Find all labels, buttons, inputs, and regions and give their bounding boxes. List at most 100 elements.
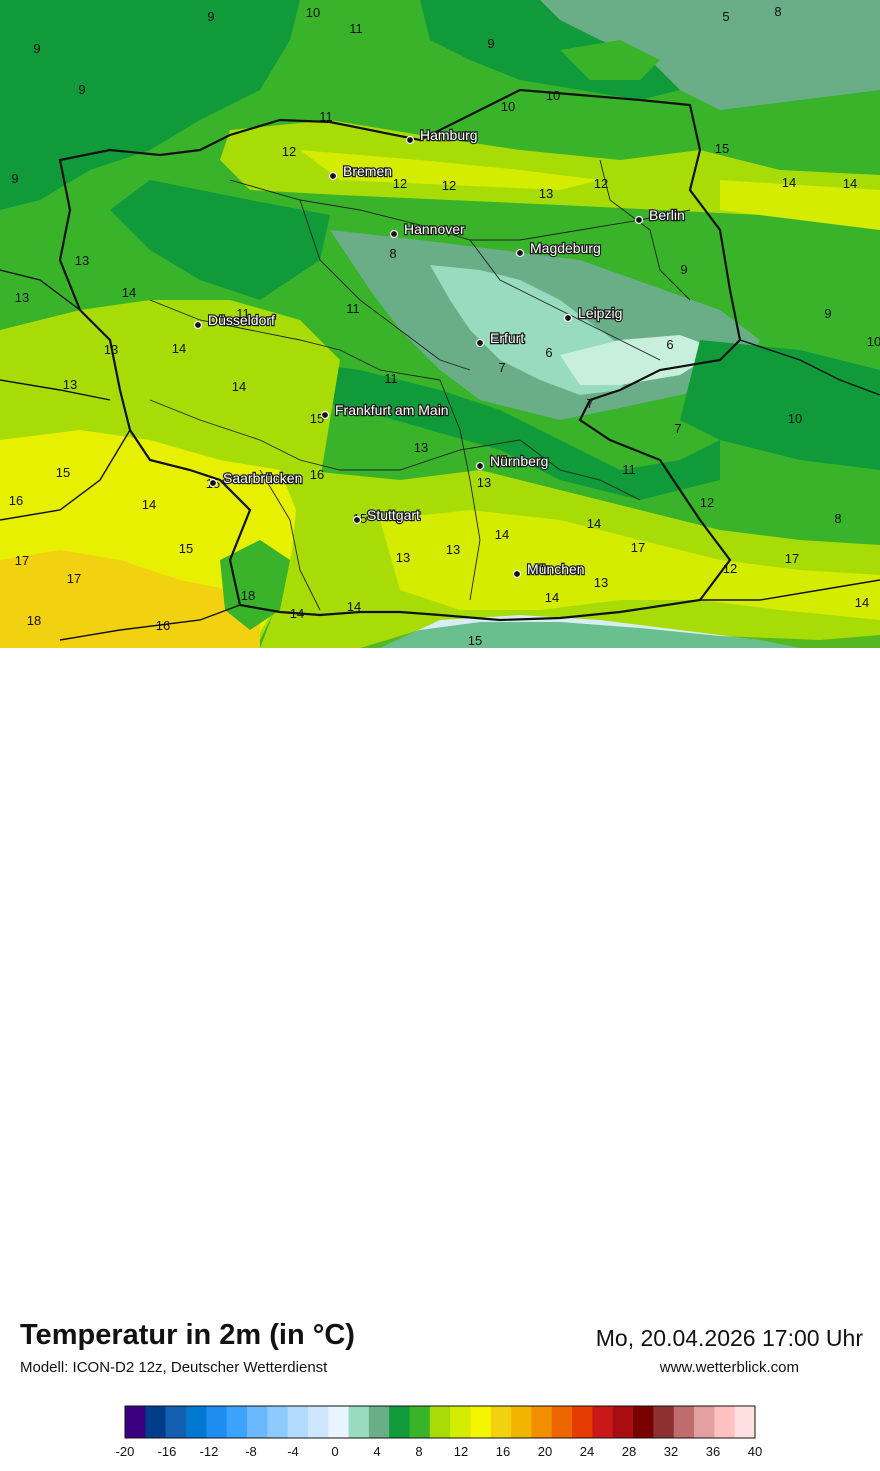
legend-tick-label: 16 — [496, 1444, 510, 1459]
isotherm-label: 13 — [414, 440, 428, 455]
isotherm-label: 11 — [346, 301, 360, 316]
city-label: Leipzig — [578, 305, 622, 321]
isotherm-labels: 9 8 5 11 10 9 10 10 11 12 12 12 13 12 15 14 14 9 9 9 9 13 14 13… — [9, 4, 880, 648]
legend-swatch — [694, 1406, 715, 1438]
isotherm-label: 9 — [487, 36, 494, 51]
legend-swatch — [450, 1406, 471, 1438]
isotherm-label: 14 — [290, 606, 304, 621]
isotherm-label: 10 — [546, 88, 560, 103]
legend-tick-label: 8 — [415, 1444, 422, 1459]
isotherm-label: 15 — [310, 411, 324, 426]
isotherm-label: 12 — [442, 178, 456, 193]
isotherm-label: 14 — [545, 590, 559, 605]
model-info: Modell: ICON-D2 12z, Deutscher Wetterdie… — [20, 1359, 328, 1376]
legend-swatch — [125, 1406, 146, 1438]
city-label: Magdeburg — [530, 240, 601, 256]
legend-swatch — [246, 1406, 268, 1438]
city-markers: Hamburg Bremen Berlin Hannover Magdeburg Düss… — [193, 126, 686, 579]
isotherm-label: 13 — [15, 290, 29, 305]
city-label: München — [527, 561, 585, 577]
isotherm-label: 8 — [774, 4, 781, 19]
isotherm-label: 13 — [396, 550, 410, 565]
legend-tick-label: -20 — [116, 1444, 135, 1459]
isotherm-label: 18 — [241, 588, 255, 603]
isotherm-label: 14 — [232, 379, 246, 394]
city-label: Saarbrücken — [223, 470, 302, 486]
city-dot — [320, 410, 330, 420]
isotherm-label: 13 — [63, 377, 77, 392]
isotherm-label: 9 — [11, 171, 18, 186]
isotherm-label: 14 — [843, 176, 857, 191]
legend-swatch — [409, 1406, 431, 1438]
northwest-cool-zone — [110, 180, 330, 300]
city-dot — [193, 320, 203, 330]
baltic-islands — [560, 40, 660, 80]
city-4: Magdeburg — [515, 239, 602, 257]
city-dot — [512, 569, 522, 579]
legend-swatch — [389, 1406, 410, 1438]
website-link[interactable]: www.wetterblick.com — [659, 1359, 799, 1376]
city-dot — [208, 478, 218, 488]
legend-tick-label: -4 — [287, 1444, 299, 1459]
legend-swatch — [226, 1406, 248, 1438]
isotherm-label: 9 — [680, 262, 687, 277]
legend-tick-label: 36 — [706, 1444, 720, 1459]
isotherm-label: 11 — [319, 109, 333, 124]
city-dot — [328, 171, 338, 181]
isotherm-label: 10 — [788, 411, 802, 426]
isotherm-label: 11 — [349, 21, 363, 36]
city-dot — [475, 461, 485, 471]
city-1: Bremen — [328, 162, 393, 181]
isotherm-label: 13 — [104, 342, 118, 357]
city-label: Nürnberg — [490, 453, 548, 469]
isotherm-label: 16 — [9, 493, 23, 508]
city-9: Nürnberg — [475, 452, 550, 471]
legend-tick-label: 28 — [622, 1444, 636, 1459]
isotherm-label: 13 — [446, 542, 460, 557]
legend-tick-label: -8 — [245, 1444, 257, 1459]
city-10: Saarbrücken — [208, 469, 304, 488]
legend-swatch — [287, 1406, 309, 1438]
legend-tick-label: 32 — [664, 1444, 678, 1459]
alps-green-fringe — [360, 622, 880, 648]
city-label: Hannover — [404, 221, 465, 237]
isotherm-label: 9 — [33, 41, 40, 56]
legend-swatch — [165, 1406, 187, 1438]
isotherm-label: 15 — [179, 541, 193, 556]
temperature-map: 9 8 5 11 10 9 10 10 11 12 12 12 13 12 15 14 14 9 9 9 9 13 14 13… — [0, 0, 880, 648]
isotherm-label: 14 — [172, 341, 186, 356]
isotherm-label: 13 — [594, 575, 608, 590]
isotherm-label: 14 — [495, 527, 509, 542]
color-legend: -20 -16 -12 -8 -4 0 4 8 12 16 20 24 28 32 36 40 — [0, 1396, 880, 1466]
legend-swatch — [206, 1406, 228, 1438]
legend-tick-label: 12 — [454, 1444, 468, 1459]
city-2: Berlin — [634, 206, 686, 225]
legend-swatch — [348, 1406, 370, 1438]
isotherm-label: 9 — [824, 306, 831, 321]
city-dot — [634, 215, 644, 225]
isotherm-label: 15 — [56, 465, 70, 480]
isotherm-label: 12 — [700, 495, 714, 510]
isotherm-label: 16 — [310, 467, 324, 482]
city-dot — [563, 313, 573, 323]
central-cool-band — [280, 360, 720, 500]
legend-swatch — [267, 1406, 288, 1438]
forecast-datetime: Mo, 20.04.2026 17:00 Uhr — [595, 1325, 863, 1351]
isotherm-label: 10 — [501, 99, 515, 114]
city-label: Bremen — [343, 163, 392, 179]
state-borders — [149, 159, 691, 611]
national-border — [58, 88, 742, 622]
isotherm-label: 12 — [282, 144, 296, 159]
isotherm-label: 14 — [587, 516, 601, 531]
isotherm-label: 17 — [785, 551, 799, 566]
legend-tick-label: 24 — [580, 1444, 594, 1459]
city-label: Berlin — [649, 207, 685, 223]
isotherm-label: 7 — [674, 421, 681, 436]
isotherm-label: 11 — [622, 462, 636, 477]
city-dot — [352, 515, 362, 525]
legend-swatch — [653, 1406, 675, 1438]
southwest-hot-zone — [0, 550, 260, 648]
isotherm-label: 6 — [666, 337, 673, 352]
isotherm-label: 8 — [834, 511, 841, 526]
legend-swatch — [572, 1406, 593, 1438]
